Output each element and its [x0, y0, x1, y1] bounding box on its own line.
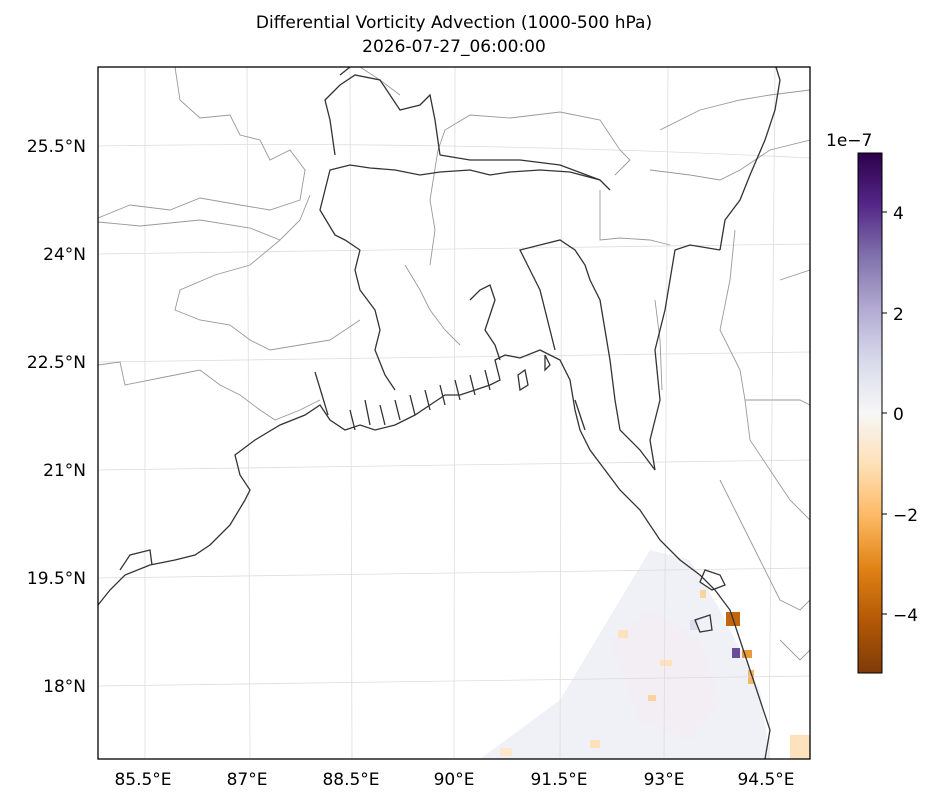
map-frame: [97, 66, 811, 760]
lat-tick-label: 19.5°N: [27, 569, 86, 589]
lat-tick-label: 21°N: [43, 461, 86, 481]
lon-tick-label: 88.5°E: [322, 770, 379, 790]
colorbar-gradient: [857, 152, 883, 674]
colorbar-tick-label: 4: [893, 204, 904, 224]
lon-tick-label: 91.5°E: [530, 770, 587, 790]
colorbar-exponent: 1e−7: [826, 131, 872, 151]
lat-tick-label: 24°N: [43, 245, 86, 265]
coastline-and-borders: [98, 67, 781, 759]
lon-tick-label: 85.5°E: [114, 770, 171, 790]
state-boundaries: [98, 67, 810, 661]
chart-title: Differential Vorticity Advection (1000-5…: [255, 13, 653, 33]
colorbar-tick-label: 0: [893, 405, 904, 425]
lon-tick-label: 87°E: [227, 770, 268, 790]
map-plot-area: [98, 67, 810, 759]
lon-tick-label: 93°E: [644, 770, 685, 790]
lat-tick-label: 22.5°N: [27, 353, 86, 373]
graticule: [98, 67, 810, 759]
lon-tick-label: 94.5°E: [737, 770, 794, 790]
lat-tick-label: 18°N: [43, 677, 86, 697]
chart-subtitle-datetime: 2026-07-27_06:00:00: [362, 37, 546, 57]
colorbar: 1e−7 4 2 0 −2 −4: [826, 131, 918, 674]
colorbar-tick-label: −2: [893, 506, 918, 526]
lat-tick-label: 25.5°N: [27, 137, 86, 157]
lon-tick-label: 90°E: [434, 770, 475, 790]
colorbar-tick-label: 2: [893, 305, 904, 325]
vorticity-field: [480, 550, 810, 759]
colorbar-tick-label: −4: [893, 606, 918, 626]
